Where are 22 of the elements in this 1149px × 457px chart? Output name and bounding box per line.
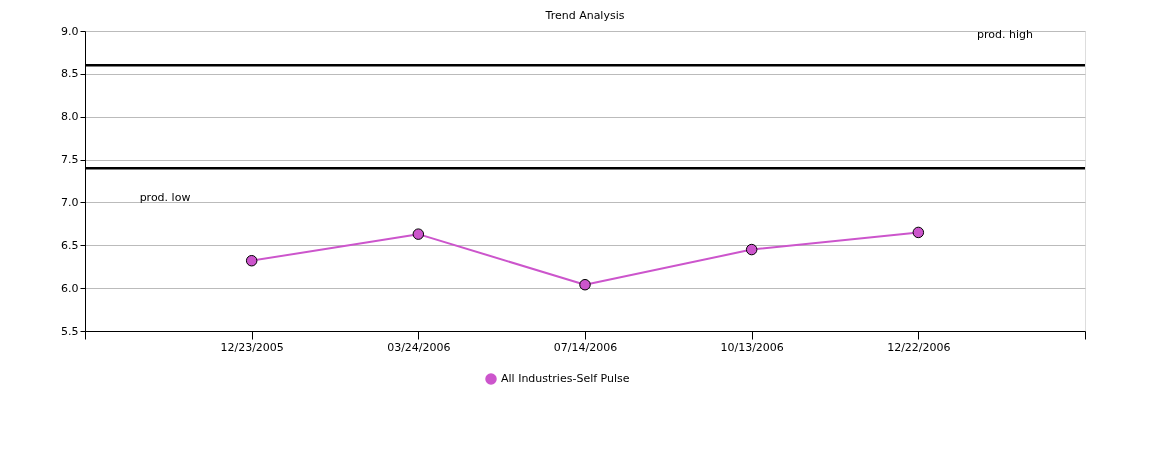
y-tick-label: 6.0 [61,281,79,295]
y-tick-label: 5.5 [61,324,79,338]
ref-line-label: prod. high [977,28,1033,42]
legend-label: All Industries-Self Pulse [501,372,630,385]
x-tick-label: 03/24/2006 [387,340,451,354]
point [579,278,591,291]
y-tick-label: 9.0 [61,24,79,38]
point [412,228,425,240]
y-tick-label: 6.5 [61,238,79,252]
x-tick-label: 10/13/2006 [720,340,784,354]
y-tick-label: 7.5 [61,153,79,167]
y-tick-label: 7.0 [61,195,79,209]
x-tick-label: 07/14/2006 [553,340,618,354]
point [245,254,258,267]
y-tick-label: 8.0 [61,110,79,124]
ref-line-label: prod. low [139,191,191,205]
chart-title: Trend Analysis [544,9,625,22]
y-tick-label: 8.5 [61,67,79,81]
x-tick-label: 12/22/2006 [887,340,951,354]
point [912,226,925,239]
point [745,243,758,256]
x-tick-label: 12/23/2005 [220,340,284,354]
